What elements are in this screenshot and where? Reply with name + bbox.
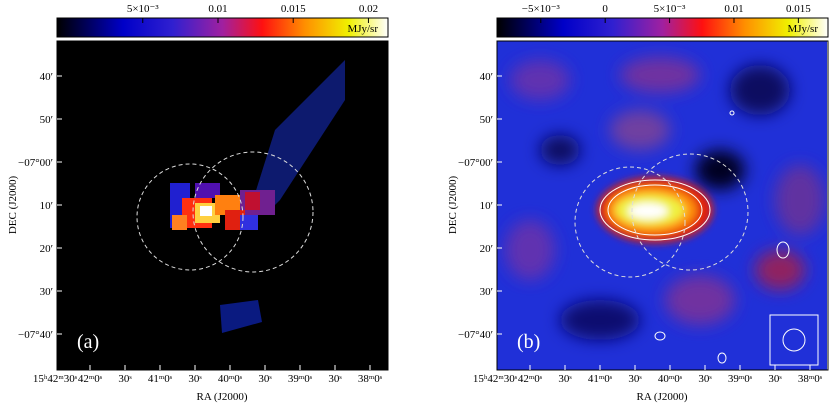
- y-tick-label: 30′: [40, 286, 53, 298]
- colorbar-tick-label: 5×10⁻³: [654, 3, 687, 15]
- x-tick-label: 30ˢ: [628, 373, 642, 385]
- x-tick-label: 30ˢ: [328, 373, 342, 385]
- image-a: [57, 41, 388, 370]
- x-tick-label: 30ˢ: [768, 373, 782, 385]
- y-tick-label: −07°40′: [458, 329, 493, 341]
- colorbar-tick-label: 5×10⁻³: [127, 3, 160, 15]
- x-tick-label: 39ᵐ0ˢ: [288, 373, 313, 385]
- colorbar-tick-label: 0.01: [724, 3, 743, 15]
- x-tick-label: 30ˢ: [698, 373, 712, 385]
- y-tick-label: 20′: [40, 243, 53, 255]
- colorbar-tick-label: 0: [602, 3, 608, 15]
- colorbar-tick-label: 0.015: [281, 3, 306, 15]
- x-tick-label: 41ᵐ0ˢ: [148, 373, 173, 385]
- panel-label: (a): [77, 331, 99, 353]
- x-tick-label: 40ᵐ0ˢ: [658, 373, 683, 385]
- y-tick-label: −07°40′: [18, 329, 53, 341]
- y-tick-label: −07°00′: [458, 157, 493, 169]
- x-tick-label: 30ˢ: [558, 373, 572, 385]
- x-tick-label: 41ᵐ0ˢ: [588, 373, 613, 385]
- colorbar-unit: MJy/sr: [347, 23, 378, 35]
- x-tick-label: 30ˢ: [188, 373, 202, 385]
- y-tick-label: 50′: [40, 114, 53, 126]
- colorbar-tick-label: 0.015: [786, 3, 811, 15]
- y-tick-label: 30′: [480, 286, 493, 298]
- x-tick-label: 15ʰ42ᵐ30ˢ: [33, 373, 78, 385]
- x-tick-label: 30ˢ: [258, 373, 272, 385]
- y-tick-label: 20′: [480, 243, 493, 255]
- colorbar-tick-label: −5×10⁻³: [522, 3, 561, 15]
- x-tick-label: 42ᵐ0ˢ: [518, 373, 543, 385]
- colorbar: [56, 17, 389, 38]
- x-tick-label: 30ˢ: [118, 373, 132, 385]
- colorbar-tick-label: 0.02: [359, 3, 378, 15]
- x-tick-label: 38ᵐ0ˢ: [798, 373, 823, 385]
- y-tick-label: 10′: [480, 200, 493, 212]
- x-tick-label: 39ᵐ0ˢ: [728, 373, 753, 385]
- x-tick-label: 38ᵐ0ˢ: [358, 373, 383, 385]
- x-tick-label: 42ᵐ0ˢ: [78, 373, 103, 385]
- y-tick-label: 10′: [40, 200, 53, 212]
- y-axis-title: DEC (J2000): [7, 175, 19, 234]
- x-axis-title: RA (J2000): [636, 391, 687, 403]
- y-tick-label: 50′: [480, 114, 493, 126]
- x-tick-label: 15ʰ42ᵐ30ˢ: [473, 373, 518, 385]
- colorbar-tick-label: 0.01: [208, 3, 227, 15]
- y-axis-title: DEC (J2000): [447, 175, 459, 234]
- x-tick-label: 40ᵐ0ˢ: [218, 373, 243, 385]
- x-axis-title: RA (J2000): [196, 391, 247, 403]
- colorbar-unit: MJy/sr: [787, 23, 818, 35]
- image-b: [497, 41, 827, 370]
- panel-label: (b): [517, 331, 540, 353]
- y-tick-label: 40′: [480, 71, 493, 83]
- y-tick-label: 40′: [40, 71, 53, 83]
- y-tick-label: −07°00′: [18, 157, 53, 169]
- colorbar: [496, 17, 829, 38]
